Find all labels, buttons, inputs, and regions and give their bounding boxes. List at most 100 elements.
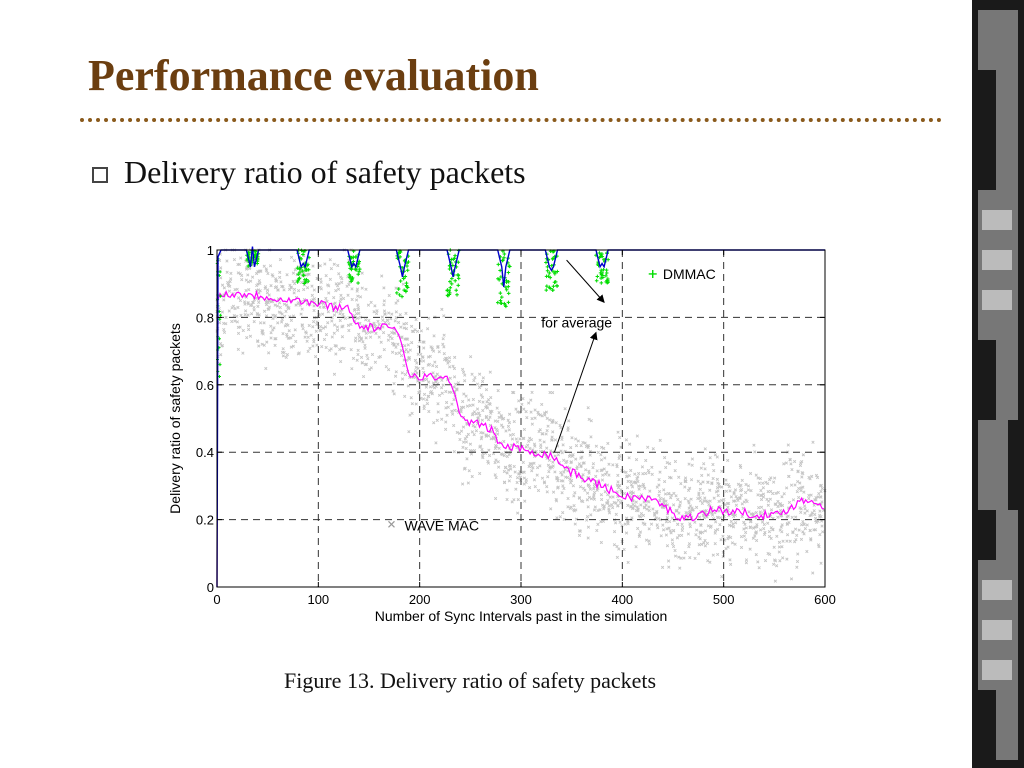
wave-mac-point	[658, 496, 663, 501]
wave-mac-point	[789, 577, 794, 581]
wave-mac-point	[484, 414, 489, 419]
wave-mac-point	[511, 432, 515, 437]
wave-mac-point	[779, 525, 783, 529]
wave-mac-point	[400, 371, 404, 375]
wave-mac-point	[529, 398, 533, 402]
wave-mac-point	[744, 526, 748, 530]
wave-mac-point	[559, 479, 563, 483]
wave-mac-point	[711, 476, 715, 481]
wave-mac-point	[445, 413, 449, 417]
wave-mac-point	[700, 473, 704, 478]
wave-mac-point	[702, 462, 706, 466]
wave-mac-point	[251, 300, 255, 304]
wave-mac-point	[562, 458, 566, 462]
wave-mac-point	[607, 462, 611, 466]
wave-mac-point	[338, 300, 342, 304]
wave-mac-point	[592, 497, 597, 501]
wave-mac-point	[673, 469, 677, 473]
wave-mac-point	[761, 486, 765, 490]
wave-mac-point	[720, 498, 724, 502]
wave-mac-point	[766, 499, 771, 503]
wave-mac-point	[476, 416, 480, 420]
wave-mac-point	[662, 479, 667, 484]
wave-mac-point	[236, 325, 241, 329]
wave-mac-point	[701, 491, 705, 495]
wave-mac-point	[744, 498, 748, 502]
wave-mac-point	[313, 355, 318, 359]
wave-mac-point	[634, 508, 639, 513]
wave-mac-point	[384, 365, 388, 369]
wave-mac-point	[798, 463, 803, 468]
dmmac-point	[595, 274, 600, 279]
dmmac-point	[398, 255, 402, 259]
wave-mac-point	[594, 444, 598, 448]
wave-mac-point	[462, 467, 467, 471]
wave-mac-point	[508, 474, 512, 478]
wave-mac-point	[314, 329, 318, 333]
wave-mac-point	[337, 282, 341, 286]
wave-mac-point	[525, 416, 529, 420]
wave-mac-point	[336, 287, 341, 291]
wave-mac-point	[655, 485, 659, 489]
wave-mac-point	[327, 291, 331, 295]
wave-mac-point	[592, 493, 596, 497]
wave-mac-point	[801, 530, 805, 534]
wave-mac-point	[361, 329, 365, 333]
wave-mac-point	[816, 543, 821, 547]
wave-mac-point	[323, 325, 328, 329]
wave-mac-point	[713, 510, 717, 515]
dmmac-point	[348, 274, 353, 279]
wave-mac-point	[571, 484, 576, 488]
wave-mac-point	[502, 439, 506, 444]
wave-mac-point	[606, 498, 610, 503]
wave-mac-point	[320, 312, 325, 316]
dmmac-point	[551, 288, 555, 293]
wave-mac-point	[353, 307, 357, 312]
wave-mac-point	[670, 516, 675, 520]
wave-mac-point	[277, 301, 282, 305]
wave-mac-point	[635, 434, 639, 438]
wave-mac-point	[668, 529, 673, 533]
dmmac-point	[302, 281, 307, 286]
y-tick-label: 1	[207, 243, 214, 258]
dmmac-legend-marker	[648, 269, 657, 278]
wave-mac-point	[744, 482, 748, 487]
wave-mac-point	[743, 522, 747, 527]
wave-mac-point	[505, 471, 509, 475]
wave-mac-point	[352, 313, 356, 318]
wave-mac-point	[283, 324, 287, 328]
wave-mac-point	[390, 331, 394, 335]
wave-mac-point	[222, 286, 226, 290]
wave-mac-point	[748, 471, 753, 476]
wave-mac-point	[678, 566, 682, 570]
wave-mac-point	[515, 480, 519, 485]
wave-mac-point	[434, 380, 438, 384]
dmmac-point	[450, 276, 454, 281]
wave-mac-point	[799, 507, 803, 511]
wave-mac-point	[459, 410, 463, 414]
wave-mac-point	[614, 512, 618, 516]
wave-mac-point	[697, 552, 701, 556]
wave-mac-point	[356, 348, 360, 352]
wave-mac-point	[441, 337, 445, 341]
wave-mac-point	[744, 538, 748, 542]
wave-mac-point	[703, 496, 707, 500]
wave-mac-point	[577, 496, 582, 500]
wave-mac-point	[603, 472, 608, 476]
wave-mac-point	[452, 397, 456, 402]
dmmac-point	[545, 268, 550, 273]
wave-mac-point	[495, 406, 499, 410]
wave-mac-point	[294, 303, 298, 307]
wave-mac-point	[794, 515, 798, 519]
wave-mac-point	[219, 266, 223, 270]
wave-mac-point	[556, 453, 561, 457]
wave-mac-point	[754, 510, 758, 515]
wave-mac-point	[559, 449, 563, 453]
wave-mac-point	[421, 366, 425, 370]
wave-mac-point	[465, 457, 469, 461]
wave-mac-point	[561, 484, 565, 488]
wave-mac-point	[586, 445, 590, 450]
wave-mac-point	[686, 532, 691, 536]
wave-mac-point	[444, 427, 448, 431]
wave-mac-point	[766, 551, 770, 556]
